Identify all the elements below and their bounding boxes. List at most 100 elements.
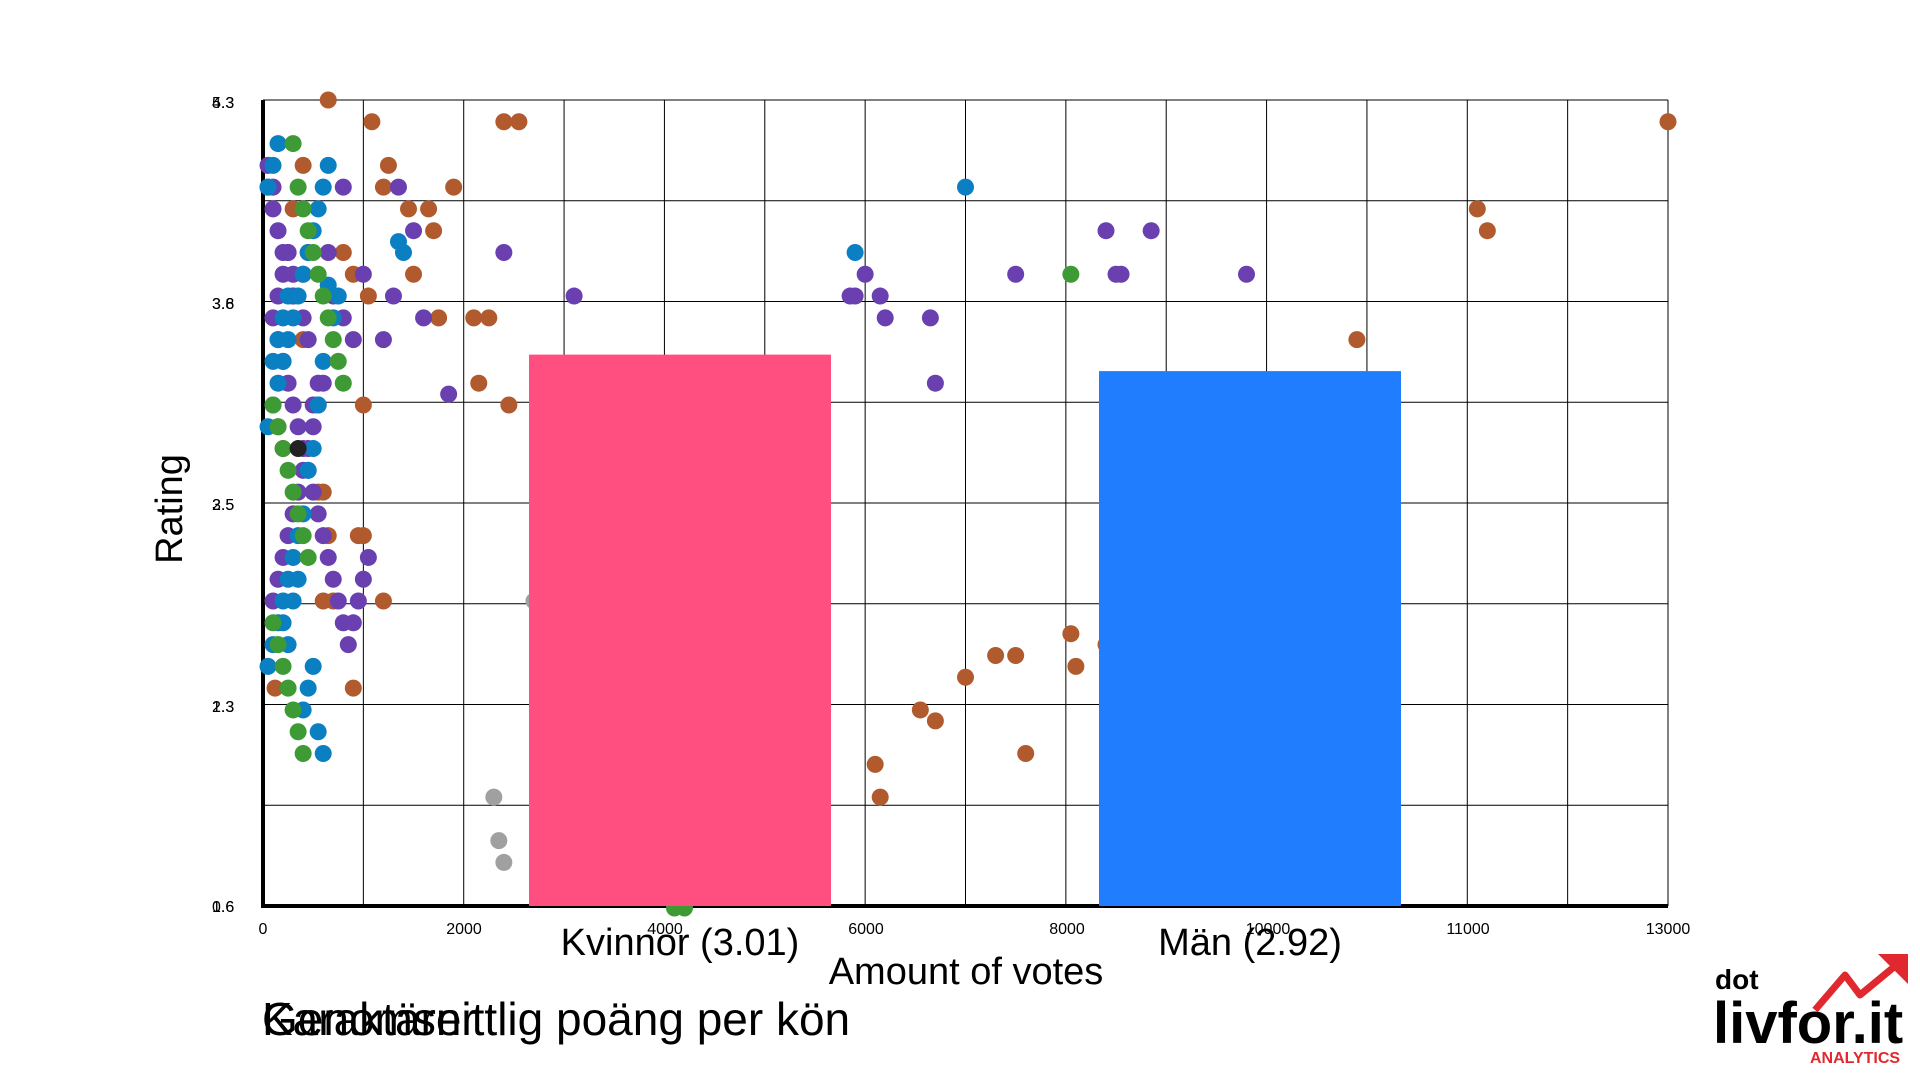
scatter-point-blue xyxy=(264,352,282,370)
scatter-point-brown xyxy=(334,243,352,261)
scatter-point-purple xyxy=(495,243,513,261)
scatter-point-brown xyxy=(926,712,944,730)
scatter-points xyxy=(259,91,1677,917)
scatter-point-blue xyxy=(269,331,287,349)
scatter-point-purple xyxy=(359,548,377,566)
scatter-point-green xyxy=(289,505,307,523)
scatter-point-purple xyxy=(324,570,342,588)
scatter-point-green xyxy=(294,527,312,545)
logo-dot-text: dot xyxy=(1715,964,1759,995)
bar-label-men: Män (2.92) xyxy=(1158,922,1342,964)
scatter-point-grey xyxy=(495,853,513,871)
x-tick-label: 2000 xyxy=(446,921,482,938)
x-tick-label: 13000 xyxy=(1646,921,1691,938)
scatter-point-brown xyxy=(500,396,518,414)
scatter-point-green xyxy=(274,440,292,458)
brand-logo: dot livfor.it ANALYTICS xyxy=(1713,954,1908,1067)
scatter-point-purple xyxy=(405,222,423,240)
scatter-point-green xyxy=(304,243,322,261)
scatter-point-green xyxy=(299,222,317,240)
scatter-point-purple xyxy=(304,483,322,501)
scatter-point-brown xyxy=(1348,331,1366,349)
scatter-point-brown xyxy=(495,113,513,131)
y-tick-label-secondary: 3.6 xyxy=(212,296,234,313)
scatter-point-brown xyxy=(359,287,377,305)
scatter-point-brown xyxy=(405,265,423,283)
scatter-point-brown xyxy=(445,178,463,196)
scatter-point-purple xyxy=(344,614,362,632)
scatter-point-green xyxy=(294,745,312,763)
scatter-point-purple xyxy=(921,309,939,327)
tick-labels: 0 2000 4000 6000 8000 10000 11000 13000 1.6 2.3 2.… xyxy=(212,95,1690,938)
scatter-point-grey xyxy=(490,832,508,850)
scatter-point-green xyxy=(279,461,297,479)
grid-lines xyxy=(262,99,1669,907)
scatter-point-brown xyxy=(294,156,312,174)
scatter-point-purple xyxy=(1142,222,1160,240)
scatter-point-green xyxy=(324,331,342,349)
x-axis-title: Amount of votes xyxy=(829,951,1104,993)
scatter-point-green xyxy=(1062,265,1080,283)
y-tick-label-secondary: 1.3 xyxy=(212,699,234,716)
y-tick-label-secondary: 3.5 xyxy=(212,497,234,514)
scatter-point-brown xyxy=(400,200,418,218)
scatter-point-brown xyxy=(266,679,284,697)
scatter-point-purple xyxy=(319,243,337,261)
scatter-point-brown xyxy=(319,91,337,109)
scatter-point-green xyxy=(274,657,292,675)
scatter-point-brown xyxy=(866,755,884,773)
scatter-point-green xyxy=(284,483,302,501)
scatter-point-blue xyxy=(299,461,317,479)
scatter-point-purple xyxy=(1107,265,1125,283)
scatter-point-blue xyxy=(259,178,277,196)
scatter-point-purple xyxy=(284,396,302,414)
scatter-point-purple xyxy=(339,636,357,654)
scatter-point-blue xyxy=(284,548,302,566)
scatter-point-purple xyxy=(309,505,327,523)
scatter-point-brown xyxy=(349,527,367,545)
bar-women xyxy=(529,354,831,906)
scatter-point-brown xyxy=(1007,646,1025,664)
scatter-point-brown xyxy=(871,788,889,806)
scatter-point-blue xyxy=(269,374,287,392)
scatter-point-purple xyxy=(314,527,332,545)
scatter-point-purple xyxy=(1007,265,1025,283)
arrow-head-icon xyxy=(1878,954,1908,984)
scatter-point-blue xyxy=(304,657,322,675)
scatter-point-brown xyxy=(465,309,483,327)
scatter-point-purple xyxy=(269,222,287,240)
scatter-point-blue xyxy=(259,657,277,675)
y-axis-title: Rating xyxy=(149,454,191,564)
scatter-point-blue xyxy=(309,200,327,218)
scatter-point-green xyxy=(309,265,327,283)
scatter-point-purple xyxy=(264,200,282,218)
scatter-point-green xyxy=(284,701,302,719)
x-tick-label: 0 xyxy=(259,921,268,938)
scatter-point-purple xyxy=(876,309,894,327)
scatter-point-purple xyxy=(384,287,402,305)
scatter-point-blue xyxy=(319,156,337,174)
scatter-point-brown xyxy=(1062,625,1080,643)
scatter-point-purple xyxy=(349,592,367,610)
scatter-point-purple xyxy=(329,592,347,610)
scatter-point-brown xyxy=(425,222,443,240)
x-tick-label: 4000 xyxy=(647,921,683,938)
y-tick-label: 3.8 xyxy=(212,296,234,313)
scatter-point-green xyxy=(264,396,282,414)
scatter-point-brown xyxy=(1659,113,1677,131)
scatter-point-purple xyxy=(334,178,352,196)
scatter-point-blue xyxy=(309,396,327,414)
y-tick-label: 1.6 xyxy=(212,899,234,916)
y-tick-label: 2.3 xyxy=(212,699,234,716)
y-tick-label: 5.3 xyxy=(212,95,234,112)
scatter-point-brown xyxy=(987,646,1005,664)
scatter-point-blue xyxy=(304,440,322,458)
scatter-point-green xyxy=(299,548,317,566)
scatter-point-blue xyxy=(289,570,307,588)
scatter-point-purple xyxy=(354,570,372,588)
scatter-point-green xyxy=(329,352,347,370)
scatter-point-brown xyxy=(470,374,488,392)
scatter-point-blue xyxy=(309,723,327,741)
scatter-point-purple xyxy=(374,331,392,349)
scatter-point-black xyxy=(289,440,307,458)
